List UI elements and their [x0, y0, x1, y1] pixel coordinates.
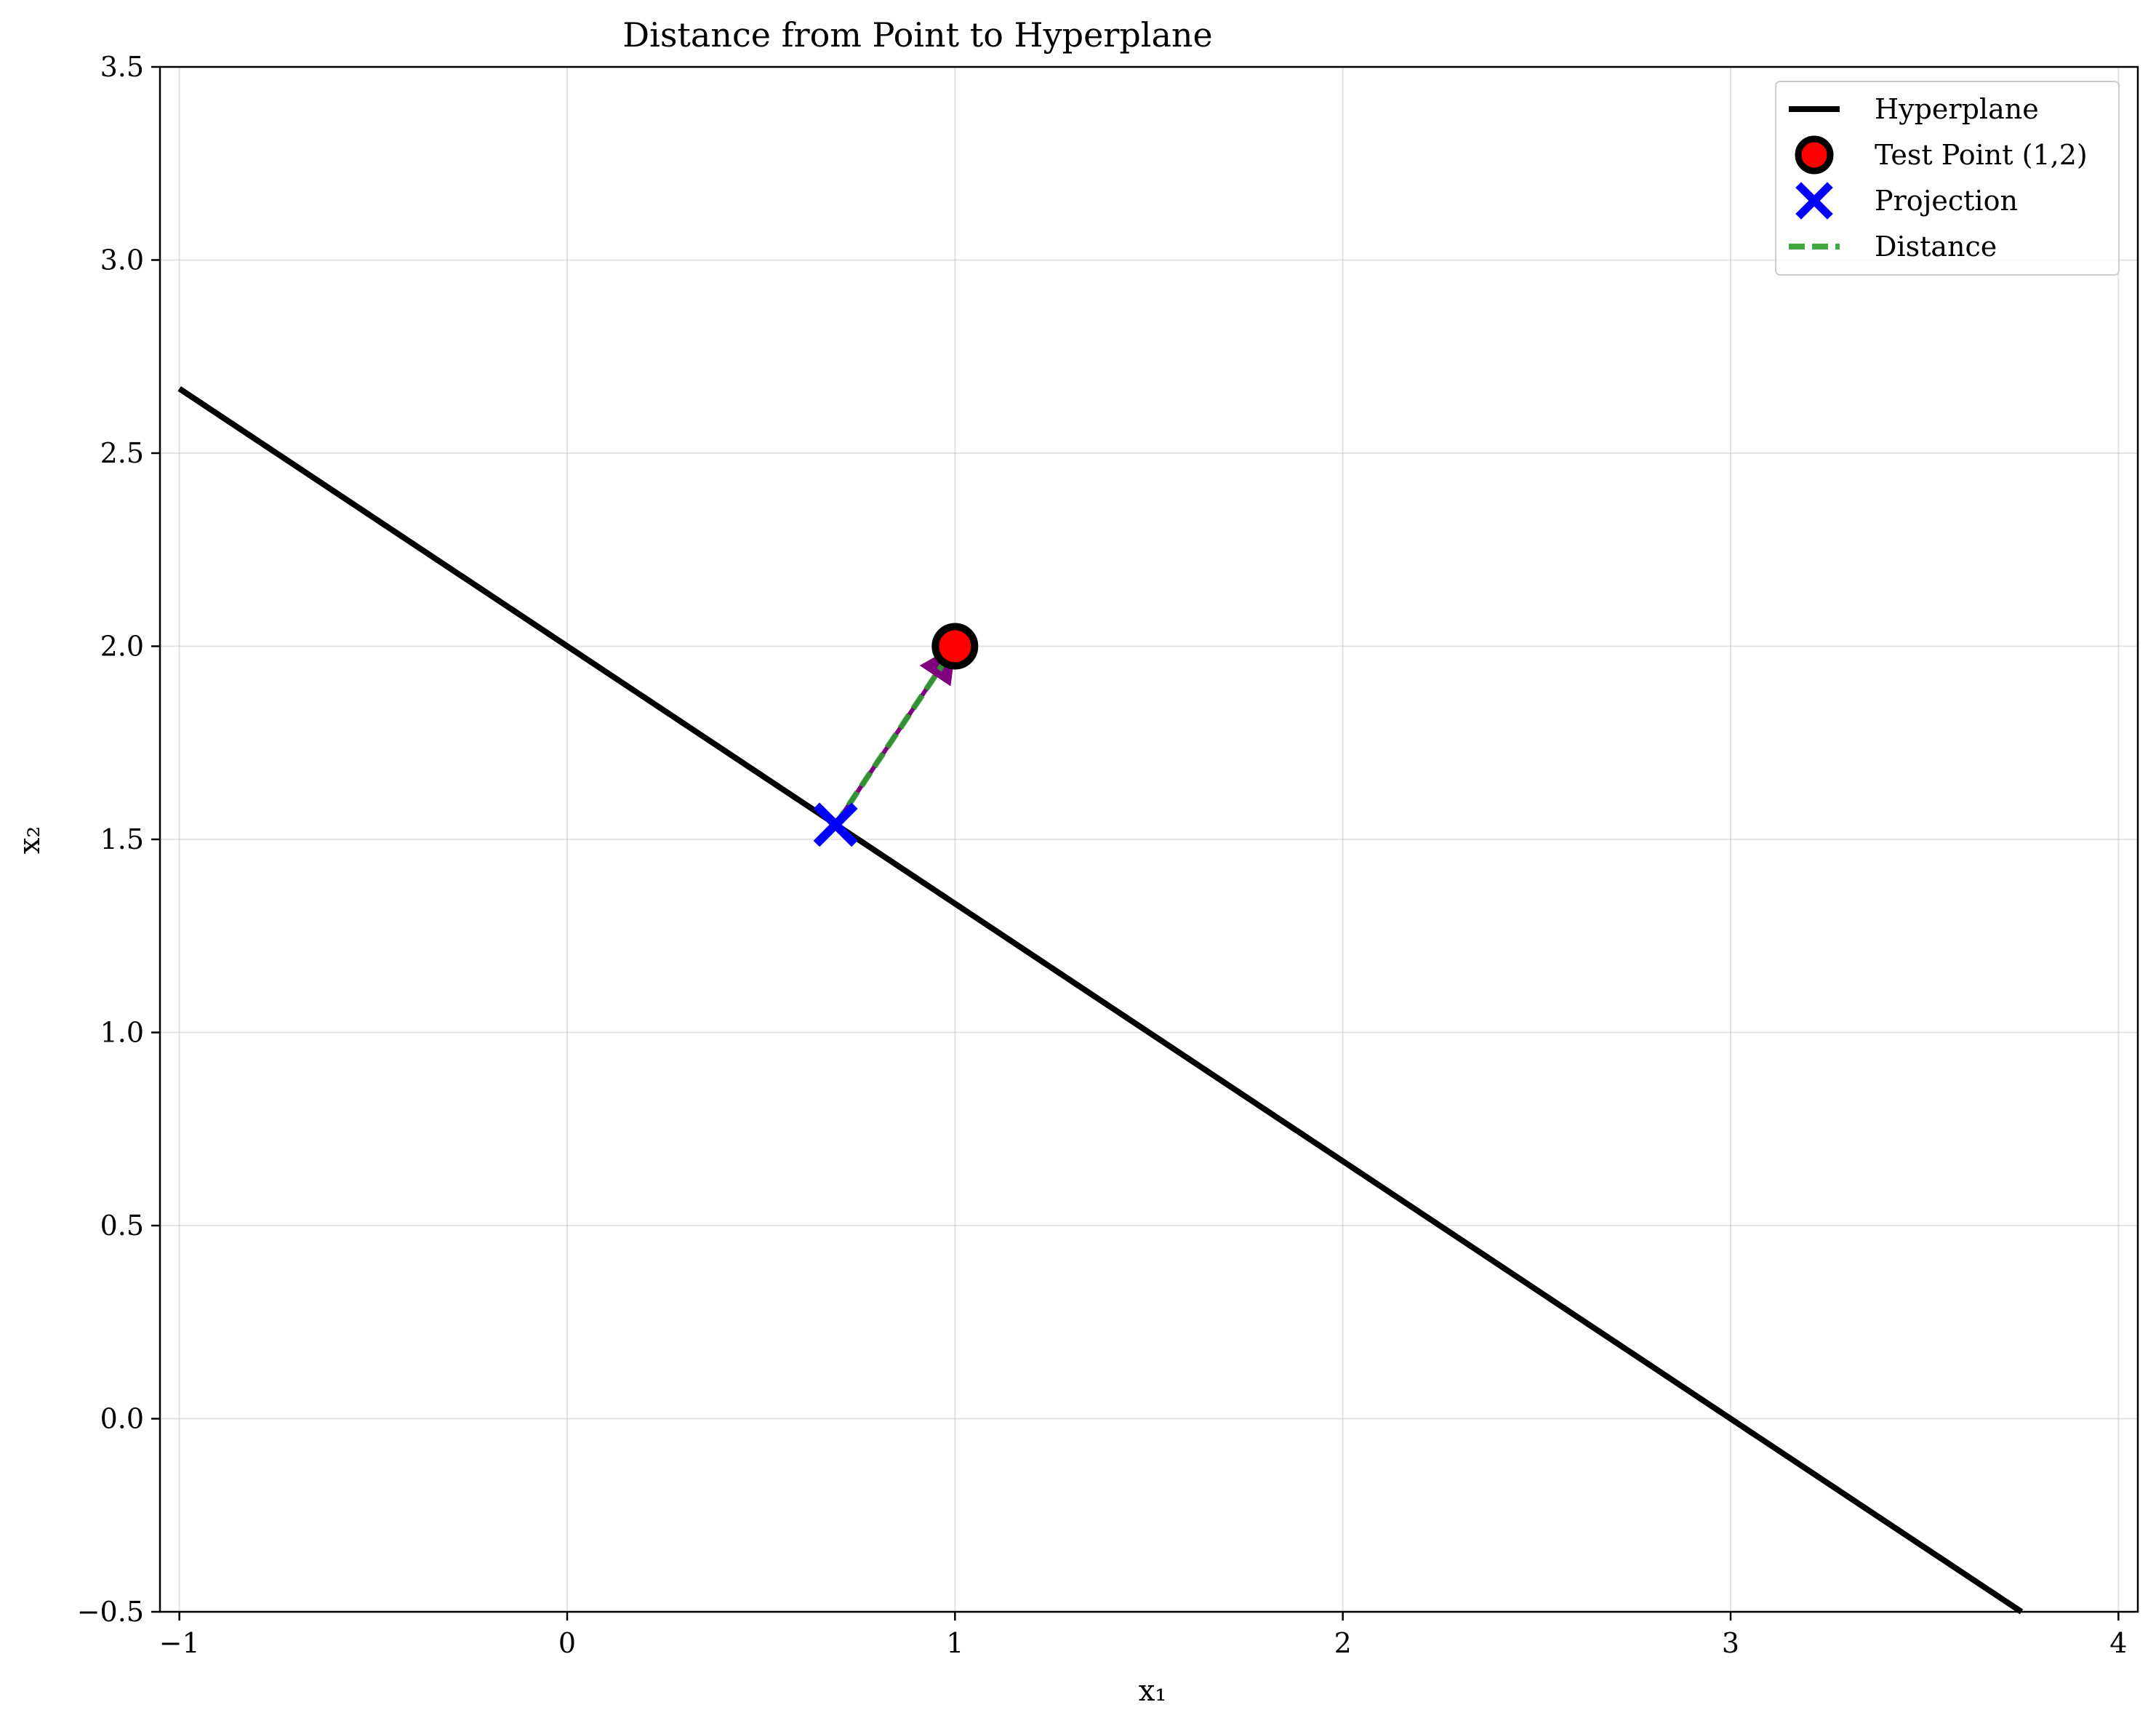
- projection-marker-stroke: [813, 802, 858, 847]
- data-layer: [177, 385, 2024, 1615]
- y-tick-label: 1.0: [100, 1017, 144, 1049]
- y-axis-ticks: −0.5 0.0 0.5 1.0 1.5 2.0 2.5 3.0 3.5: [77, 51, 160, 1628]
- legend-label: Test Point (1,2): [1875, 139, 2088, 171]
- legend-label: Projection: [1875, 185, 2018, 217]
- x-tick-label: 2: [1334, 1627, 1352, 1659]
- projection-marker: [813, 802, 858, 847]
- legend-label: Hyperplane: [1875, 93, 2039, 125]
- y-axis-label: x₂: [13, 826, 47, 855]
- x-axis-label: x₁: [1139, 1674, 1167, 1708]
- y-tick-label: 0.5: [100, 1210, 144, 1242]
- y-tick-label: 3.0: [100, 244, 144, 276]
- distance-line: [833, 644, 958, 827]
- legend-handle-stroke: [1795, 182, 1833, 220]
- test-point-marker: [931, 623, 979, 670]
- y-tick-label: 1.5: [100, 823, 144, 855]
- x-tick-label: 0: [558, 1627, 576, 1659]
- y-tick-label: −0.5: [77, 1596, 144, 1628]
- x-tick-label: 1: [946, 1627, 963, 1659]
- x-tick-label: 3: [1722, 1627, 1739, 1659]
- plot-area: [159, 65, 2139, 1615]
- legend: Hyperplane Test Point (1,2) Projection Dist…: [1775, 81, 2120, 276]
- legend-box: [1775, 81, 2120, 276]
- y-tick-label: 2.0: [100, 631, 144, 663]
- legend-label: Distance: [1875, 231, 1997, 263]
- x-tick-label: −1: [159, 1627, 200, 1659]
- y-tick-label: 0.0: [100, 1403, 144, 1435]
- x-tick-label: 4: [2109, 1627, 2127, 1659]
- y-tick-label: 3.5: [100, 51, 144, 83]
- legend-handle-test-point: [1795, 135, 1834, 175]
- x-axis-ticks: −1 0 1 2 3 4: [159, 1612, 2127, 1659]
- legend-handle-projection: [1795, 182, 1833, 220]
- hyperplane-line: [177, 385, 2024, 1615]
- chart-title: Distance from Point to Hyperplane: [622, 15, 1213, 55]
- y-tick-label: 2.5: [100, 437, 144, 469]
